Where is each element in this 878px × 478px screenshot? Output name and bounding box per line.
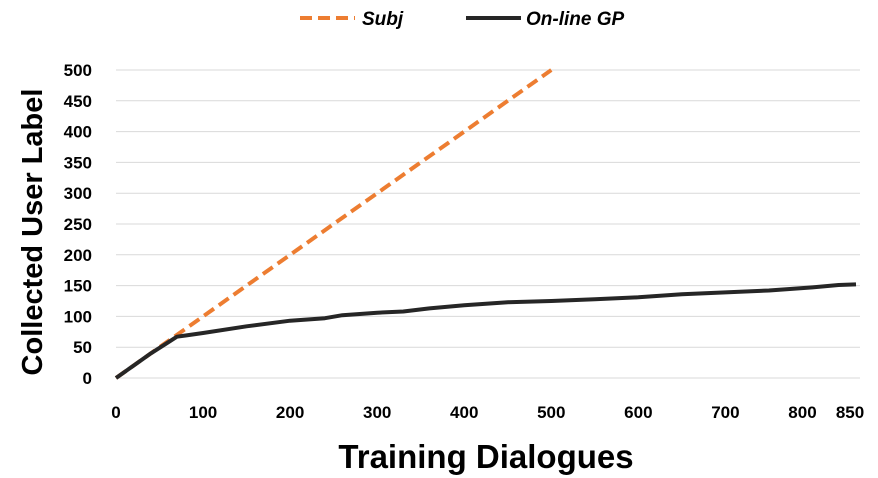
y-tick-labels: 0 50 100 150 200 250 300 350 400 450 500 [64, 61, 92, 388]
series-line-on-line-gp [114, 282, 857, 380]
x-tick-label: 400 [450, 403, 478, 422]
y-tick-label: 150 [64, 277, 92, 296]
gridlines [116, 69, 860, 379]
x-tick-label: 600 [624, 403, 652, 422]
x-tick-label: 300 [363, 403, 391, 422]
legend: Subj On-line GP [300, 9, 625, 30]
x-tick-label: 100 [189, 403, 217, 422]
x-tick-label: 200 [276, 403, 304, 422]
y-tick-label: 450 [64, 92, 92, 111]
series-lines [114, 68, 857, 380]
y-tick-label: 200 [64, 246, 92, 265]
x-tick-labels: 0 100 200 300 400 500 600 700 800 850 [111, 403, 864, 422]
x-tick-label: 500 [537, 403, 565, 422]
legend-label-online-gp: On-line GP [526, 9, 625, 30]
y-tick-label: 500 [64, 61, 92, 80]
y-tick-label: 250 [64, 215, 92, 234]
x-tick-label: 850 [836, 403, 864, 422]
x-axis-title: Training Dialogues [338, 438, 633, 475]
x-tick-label: 800 [788, 403, 816, 422]
y-tick-label: 350 [64, 153, 92, 172]
y-tick-label: 100 [64, 307, 92, 326]
x-tick-label: 0 [111, 403, 120, 422]
y-tick-label: 300 [64, 184, 92, 203]
y-tick-label: 0 [83, 369, 92, 388]
y-axis-title: Collected User Label [17, 89, 49, 376]
legend-label-subj: Subj [362, 9, 404, 30]
x-tick-label: 700 [711, 403, 739, 422]
y-tick-label: 400 [64, 123, 92, 142]
y-tick-label: 50 [73, 338, 92, 357]
